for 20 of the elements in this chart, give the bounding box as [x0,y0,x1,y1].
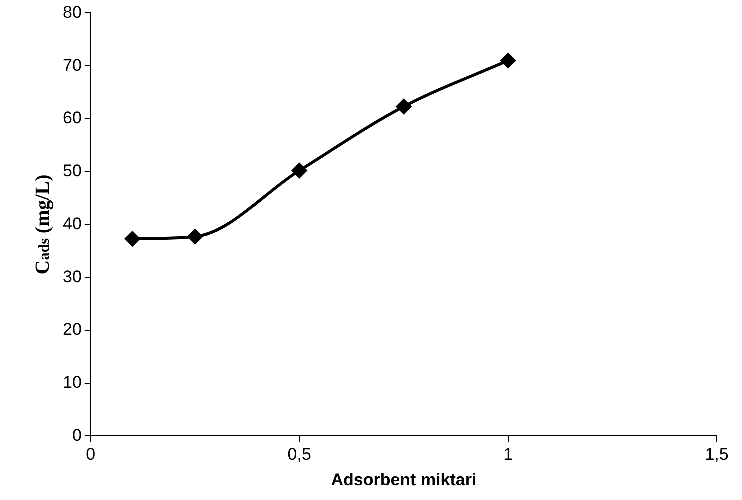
point [396,99,412,114]
x-tick-label: 1,5 [705,445,729,464]
y-tick-label: 80 [62,2,82,22]
point [500,53,516,68]
x-tick-label: 0,5 [288,445,312,464]
x-axis-title: Adsorbent miktari [331,470,477,490]
y-tick-label: 70 [62,56,82,75]
y-tick-label: 60 [62,108,82,128]
y-tick-label: 30 [62,267,82,286]
y-axis-title: Cads (mg/L) [32,174,54,275]
y-tick-label: 40 [62,214,82,234]
x-tick-label: 0 [86,445,96,464]
y-tick-label: 20 [62,320,82,340]
x-tick-label: 1 [504,445,514,464]
point [125,231,140,246]
point [292,163,308,178]
y-tick-label: 0 [72,426,82,445]
point [188,229,203,244]
y-tick-label: 50 [62,162,82,181]
y-tick-label: 10 [62,373,82,392]
